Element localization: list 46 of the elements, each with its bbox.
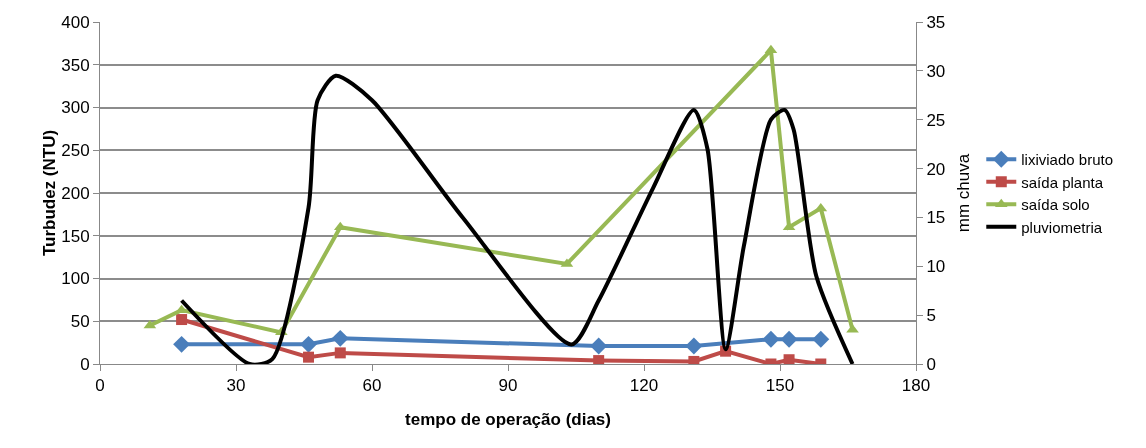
y2-axis-title: mm chuva (953, 153, 973, 233)
legend-label: saída solo (1021, 196, 1090, 214)
x-tick-label: 150 (765, 376, 795, 396)
point (176, 314, 188, 326)
y-tick-label: 150 (61, 226, 90, 246)
line-series (179, 73, 855, 364)
legend-label: lixiviado bruto (1021, 151, 1113, 169)
point (783, 354, 795, 364)
y-tick-label: 50 (70, 312, 90, 332)
point (814, 202, 828, 212)
x-tick-label: 120 (629, 376, 659, 396)
point (300, 335, 317, 353)
y-tick-label: 200 (61, 183, 90, 203)
point (331, 329, 349, 347)
y-tick-label: 100 (61, 269, 90, 289)
x-axis-title: tempo de operação (dias) (405, 410, 611, 429)
point (688, 355, 700, 364)
point (762, 330, 780, 348)
y-tick-label: 250 (61, 141, 90, 161)
point (303, 351, 315, 363)
x-tick-label: 90 (498, 376, 518, 396)
y-tick-label: 0 (80, 354, 90, 374)
point (334, 347, 346, 359)
y2-tick-label: 20 (926, 159, 946, 179)
y-tick-label: 350 (61, 55, 90, 75)
x-tick-label: 0 (95, 376, 105, 396)
point (780, 330, 798, 348)
point (812, 330, 830, 348)
x-tick-label: 60 (362, 376, 382, 396)
y2-tick-label: 25 (926, 110, 946, 130)
y2-tick-label: 15 (926, 208, 946, 228)
x-tick-label: 30 (226, 376, 246, 396)
legend-label: pluviometria (1021, 218, 1103, 236)
point (173, 335, 191, 353)
y2-tick-label: 5 (926, 306, 936, 326)
y2-tick-label: 0 (926, 354, 936, 374)
y2-tick-label: 30 (926, 61, 946, 81)
x-tick-label: 180 (901, 376, 931, 396)
y2-tick-label: 35 (926, 12, 946, 32)
point (593, 355, 605, 364)
y-axis-title: Turbudez (NTU) (40, 129, 60, 257)
y-tick-label: 400 (61, 12, 90, 32)
y2-tick-label: 10 (926, 257, 946, 277)
legend-label: saída planta (1021, 173, 1104, 191)
y-tick-label: 300 (61, 98, 90, 118)
point (685, 337, 703, 355)
